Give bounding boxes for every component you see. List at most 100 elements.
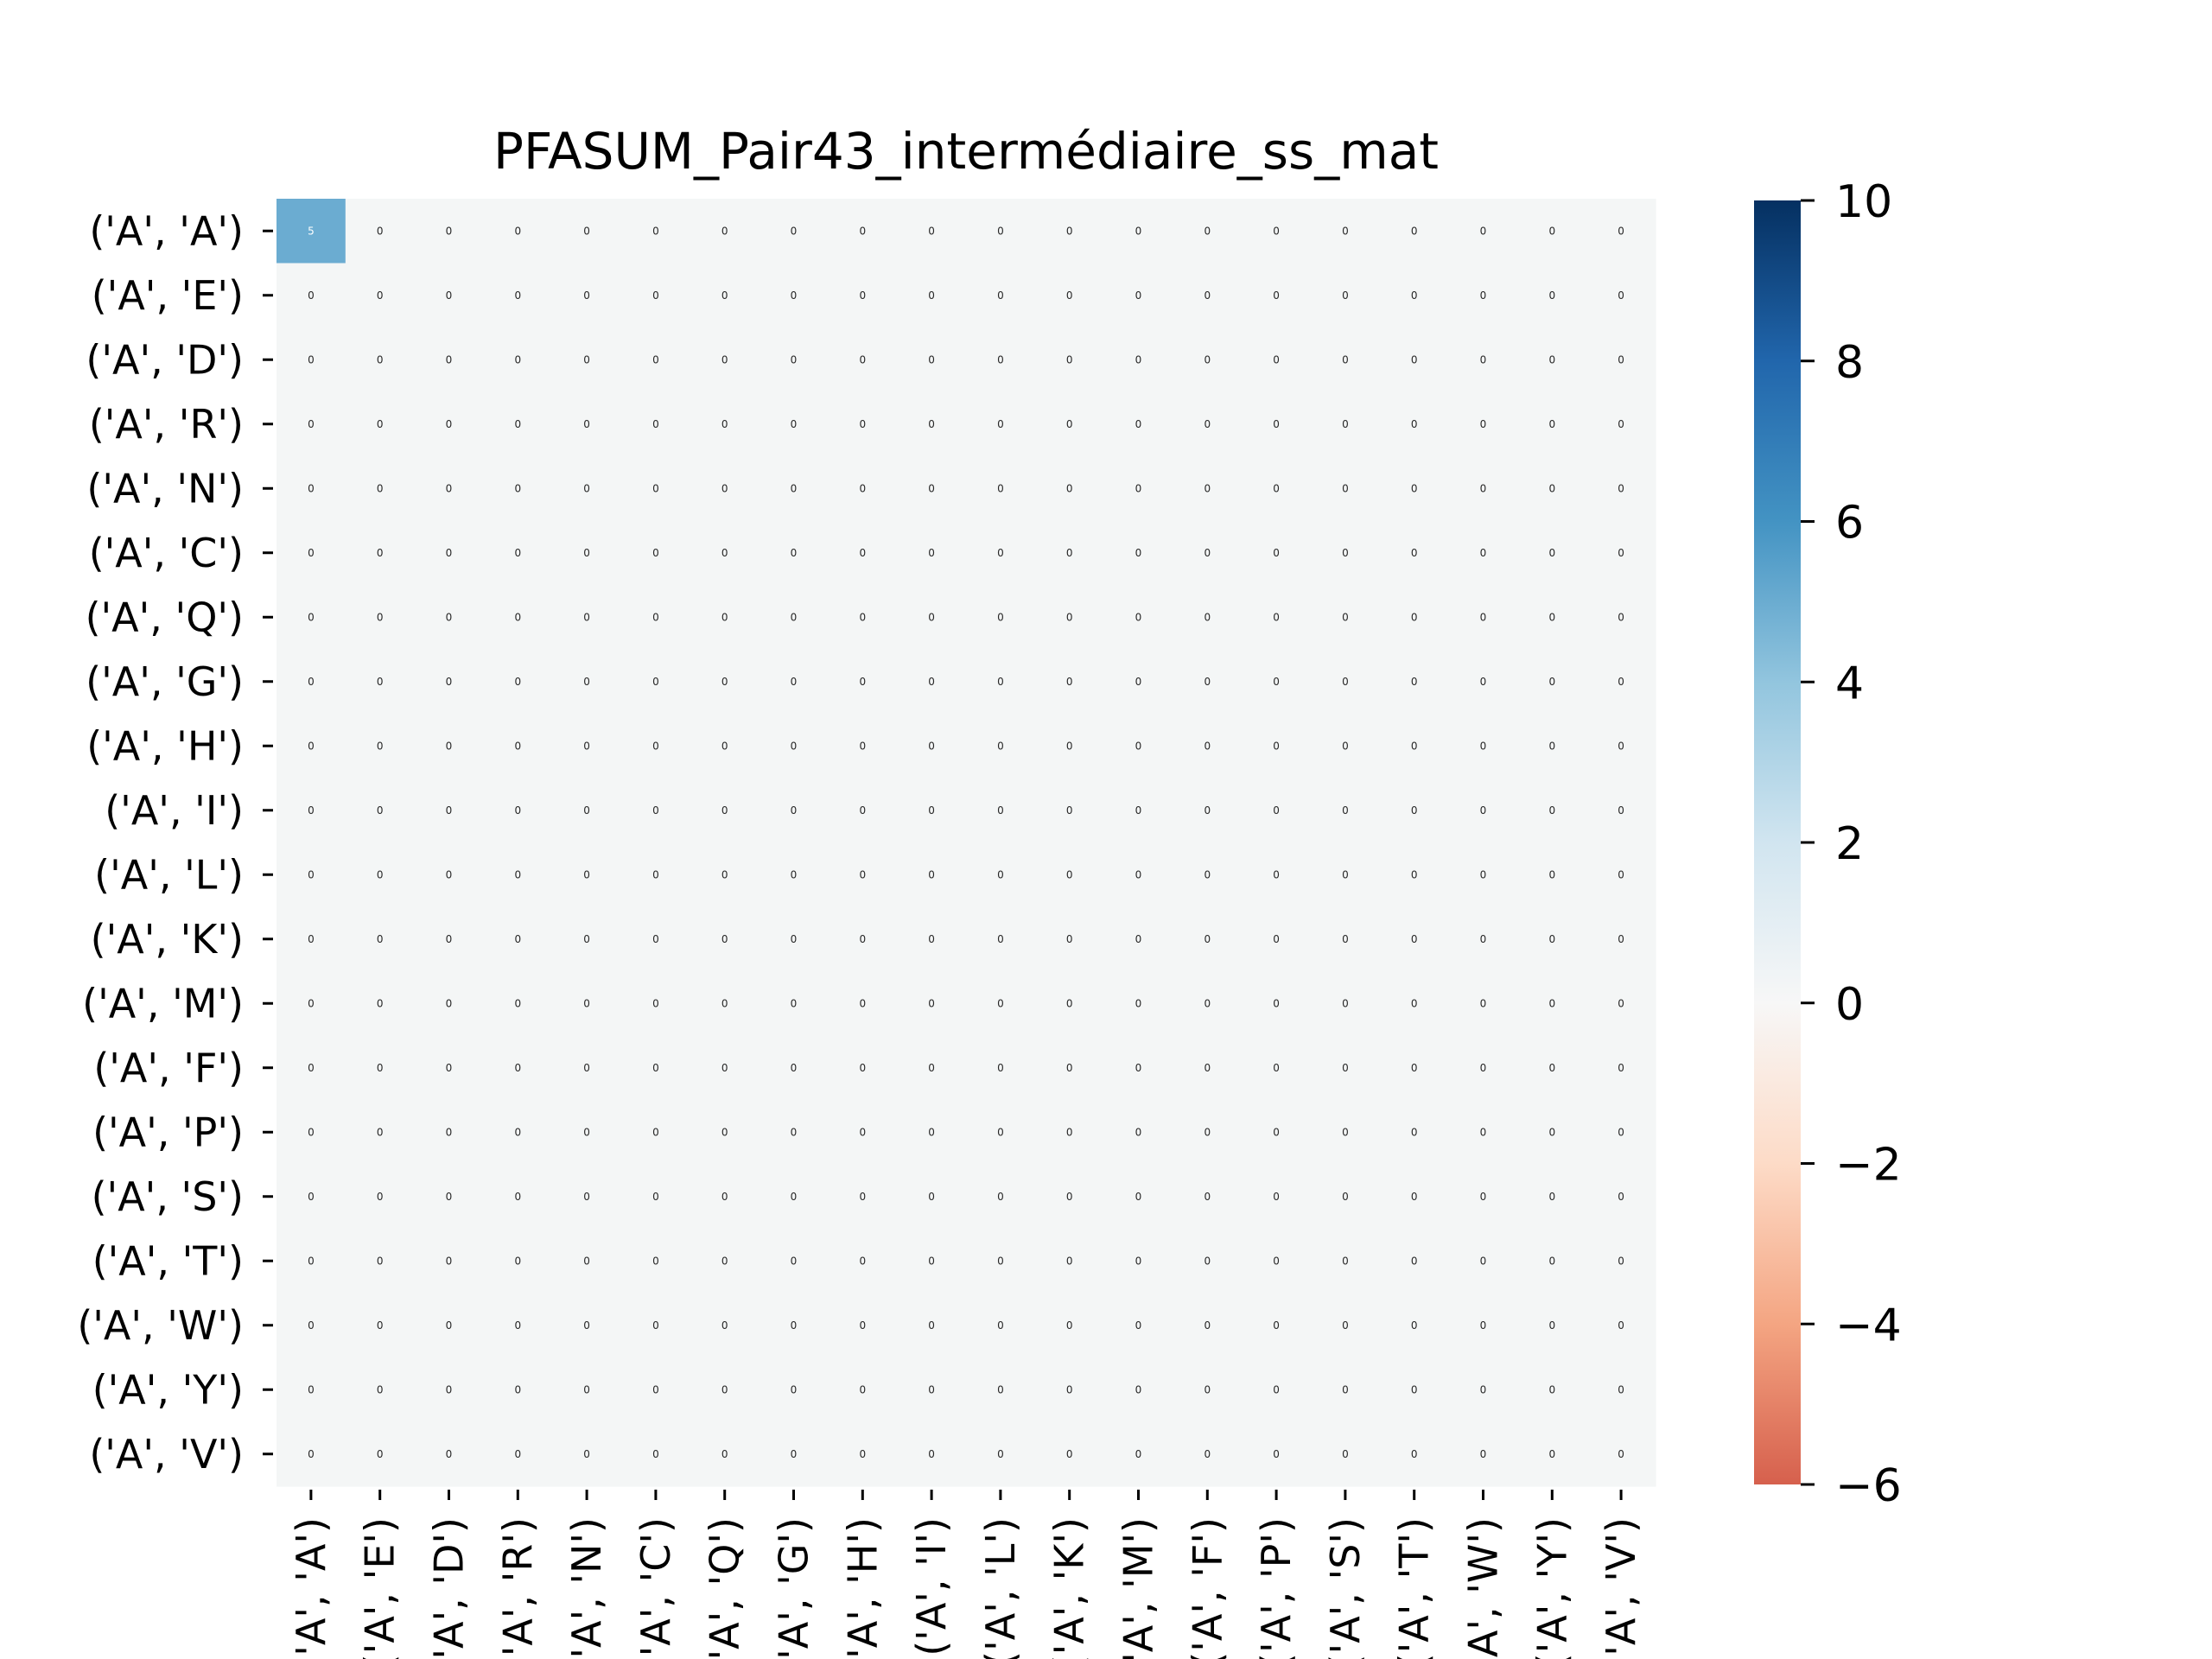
heatmap-cell — [1448, 520, 1518, 586]
heatmap-cell — [1311, 1164, 1381, 1230]
cell-value: 0 — [997, 933, 1004, 945]
cell-value: 0 — [1480, 1062, 1487, 1074]
cell-value: 0 — [1135, 933, 1142, 945]
cell-value: 0 — [308, 1191, 315, 1203]
cell-value: 0 — [997, 1126, 1004, 1138]
heatmap-cell — [690, 263, 760, 328]
cell-value: 0 — [1548, 997, 1555, 1009]
heatmap-cell — [1586, 1421, 1656, 1487]
heatmap-cell — [276, 327, 346, 393]
heatmap-cell — [1379, 456, 1450, 522]
heatmap-cell — [276, 1421, 346, 1487]
cell-value: 0 — [997, 1448, 1004, 1460]
cell-value: 0 — [721, 1062, 728, 1074]
col-label: ('A', 'I') — [908, 1517, 955, 1656]
heatmap-cell — [621, 585, 691, 651]
cell-value: 0 — [1480, 676, 1487, 688]
cell-value: 0 — [859, 1126, 866, 1138]
cell-value: 0 — [859, 353, 866, 365]
cell-value: 0 — [1618, 1191, 1624, 1203]
heatmap-cell — [828, 1035, 898, 1101]
cell-value: 0 — [791, 740, 798, 752]
heatmap-cell — [1379, 906, 1450, 972]
cell-value: 0 — [928, 1383, 935, 1395]
cell-value: 0 — [1135, 997, 1142, 1009]
heatmap-cell — [1586, 1035, 1656, 1101]
cell-value: 0 — [928, 611, 935, 623]
cell-value: 0 — [1480, 289, 1487, 302]
heatmap-cell — [345, 456, 416, 522]
cell-value: 0 — [1548, 1126, 1555, 1138]
heatmap-cell — [1173, 263, 1243, 328]
heatmap-cell — [345, 263, 416, 328]
heatmap-cell — [621, 1421, 691, 1487]
heatmap-cell — [828, 391, 898, 457]
cell-value: 0 — [1480, 225, 1487, 237]
cell-value: 0 — [859, 804, 866, 817]
cell-value: 0 — [928, 1126, 935, 1138]
cell-value: 0 — [997, 289, 1004, 302]
heatmap-cell — [1103, 1357, 1173, 1423]
cell-value: 0 — [928, 418, 935, 430]
heatmap-cell — [552, 778, 622, 843]
heatmap-cell — [897, 1100, 967, 1166]
heatmap-cell — [690, 199, 760, 264]
cell-value: 0 — [997, 1383, 1004, 1395]
cell-value: 0 — [1480, 740, 1487, 752]
heatmap-cell — [621, 1164, 691, 1230]
col-label: ('A', 'S') — [1322, 1517, 1369, 1659]
heatmap-cell — [897, 263, 967, 328]
cell-value: 0 — [308, 1062, 315, 1074]
heatmap-cell — [1103, 1035, 1173, 1101]
cell-value: 0 — [997, 418, 1004, 430]
cell-value: 0 — [1135, 289, 1142, 302]
cell-value: 0 — [928, 1191, 935, 1203]
heatmap-cell — [414, 714, 484, 779]
heatmap-cell — [759, 778, 829, 843]
cell-value: 0 — [928, 868, 935, 880]
cell-value: 0 — [1342, 418, 1349, 430]
heatmap-cell — [276, 263, 346, 328]
heatmap-cell — [621, 327, 691, 393]
heatmap-cell — [759, 971, 829, 1037]
heatmap-cell — [345, 971, 416, 1037]
cell-value: 0 — [377, 740, 384, 752]
cell-value: 0 — [791, 868, 798, 880]
cell-value: 0 — [583, 997, 590, 1009]
heatmap-cell — [690, 1293, 760, 1358]
heatmap-cell — [1173, 1100, 1243, 1166]
heatmap-cell — [414, 971, 484, 1037]
heatmap-cell — [414, 778, 484, 843]
heatmap-cell — [276, 1035, 346, 1101]
heatmap-cell — [483, 327, 553, 393]
cell-value: 0 — [859, 1448, 866, 1460]
heatmap-cell — [483, 906, 553, 972]
heatmap-cell — [1517, 778, 1587, 843]
cell-value: 0 — [583, 289, 590, 302]
heatmap-cell — [1034, 1421, 1105, 1487]
cell-value: 0 — [997, 547, 1004, 559]
cell-value: 0 — [1342, 1062, 1349, 1074]
cell-value: 0 — [308, 804, 315, 817]
cell-value: 0 — [1135, 1062, 1142, 1074]
cell-value: 0 — [791, 1126, 798, 1138]
heatmap-cell — [276, 391, 346, 457]
heatmap-cell — [1173, 714, 1243, 779]
cell-value: 0 — [1411, 1191, 1418, 1203]
cell-value: 0 — [446, 482, 453, 494]
cell-value: 0 — [377, 1319, 384, 1332]
cell-value: 0 — [514, 1126, 521, 1138]
cell-value: 0 — [1411, 1255, 1418, 1267]
heatmap-cell — [690, 327, 760, 393]
heatmap-cell — [1242, 585, 1312, 651]
heatmap-cell — [828, 520, 898, 586]
heatmap-cell — [966, 391, 1036, 457]
cell-value: 0 — [1618, 997, 1624, 1009]
heatmap-cell — [345, 1421, 416, 1487]
row-label: ('A', 'S') — [92, 1173, 244, 1220]
heatmap-cell — [414, 327, 484, 393]
cell-value: 0 — [859, 418, 866, 430]
cell-value: 0 — [791, 353, 798, 365]
col-label: ('A', 'T') — [1391, 1517, 1438, 1659]
heatmap-cell — [1448, 1357, 1518, 1423]
